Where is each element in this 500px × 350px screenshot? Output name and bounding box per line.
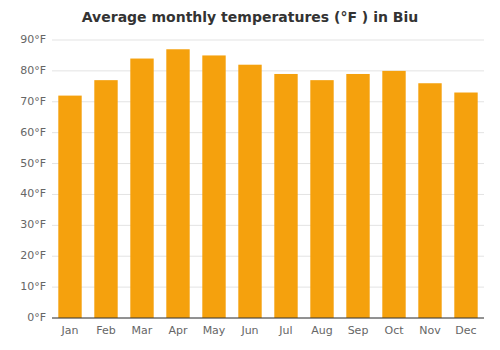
bar (202, 55, 225, 318)
bar (346, 74, 369, 318)
y-tick-label: 30°F (20, 218, 46, 231)
bar (382, 71, 405, 318)
bar (166, 49, 189, 318)
grid-line (52, 318, 484, 319)
y-tick-label: 60°F (20, 126, 46, 139)
y-tick-label: 0°F (27, 311, 46, 324)
chart: Average monthly temperatures (°F ) in Bi… (0, 0, 500, 350)
bar (130, 59, 153, 318)
bar (94, 80, 117, 318)
y-tick-label: 20°F (20, 249, 46, 262)
bar (454, 93, 477, 318)
bars (58, 49, 477, 318)
grid (52, 40, 484, 318)
x-tick-label: Jan (61, 324, 79, 337)
grid-line (52, 40, 484, 41)
bar (238, 65, 261, 318)
y-tick-label: 90°F (20, 33, 46, 46)
x-tick-label: May (203, 324, 226, 337)
x-axis-line (52, 318, 484, 319)
x-tick-label: Feb (96, 324, 115, 337)
bar (418, 83, 441, 318)
y-tick-label: 10°F (20, 280, 46, 293)
x-tick-label: Nov (419, 324, 441, 337)
bar (310, 80, 333, 318)
x-tick-label: Dec (455, 324, 476, 337)
title: Average monthly temperatures (°F ) in Bi… (82, 9, 418, 25)
y-tick-label: 40°F (20, 187, 46, 200)
bar (274, 74, 297, 318)
x-tick-label: Sep (348, 324, 369, 337)
y-tick-label: 80°F (20, 64, 46, 77)
grid-line (52, 70, 484, 71)
x-tick-label: Oct (384, 324, 404, 337)
x-tick-label: Apr (168, 324, 188, 337)
x-tick-label: Jun (240, 324, 258, 337)
bar (58, 96, 81, 318)
x-tick-label: Jul (278, 324, 292, 337)
x-tick-label: Mar (132, 324, 153, 337)
y-tick-label: 70°F (20, 95, 46, 108)
y-tick-label: 50°F (20, 157, 46, 170)
x-tick-label: Aug (311, 324, 332, 337)
